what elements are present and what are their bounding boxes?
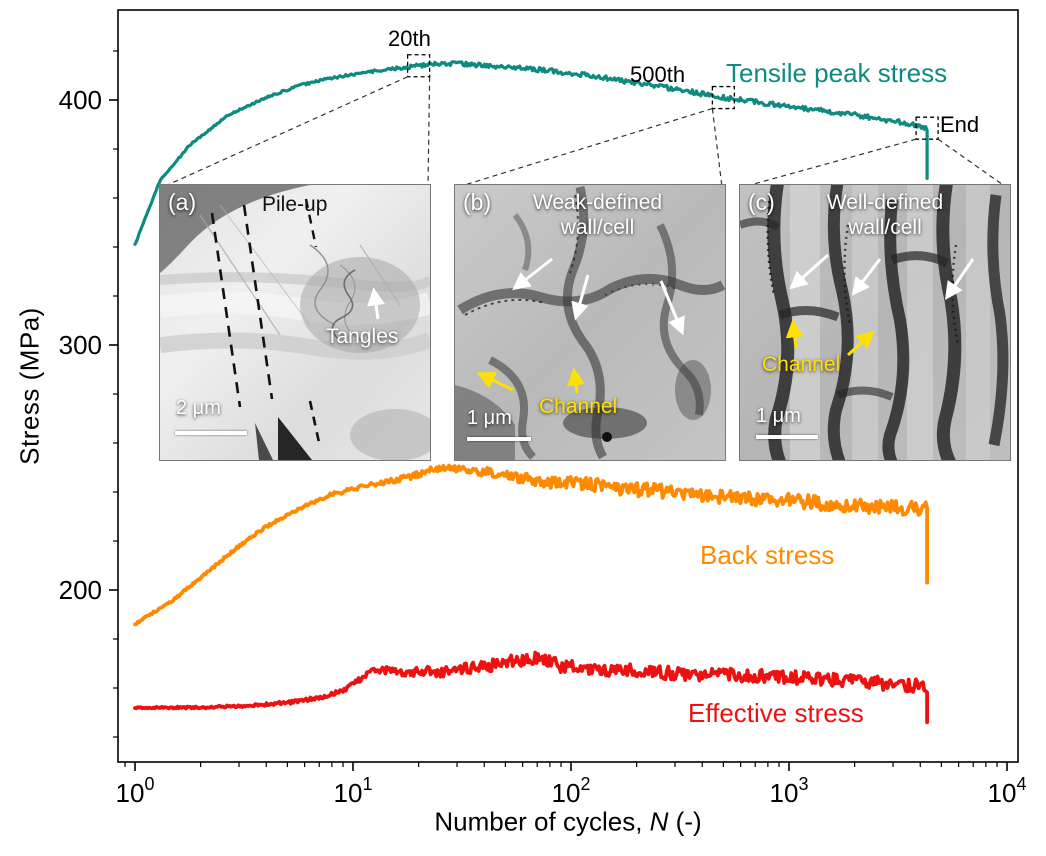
cycle-marker-box [915,116,939,140]
inset-a-scale-label: 2 μm [176,397,221,419]
inset-c-scale-bar [756,435,818,439]
inset-b-wall-label-line2: wall/cell [560,215,635,239]
inset-connector-line [937,138,1007,188]
inset-a-tangles-label: Tangles [326,325,399,348]
tangles-up-arrow-icon [367,287,385,320]
pileup-dashed-marks [210,198,322,448]
white-arrow-icon [571,274,590,321]
inset-connector-line [742,138,917,188]
inset-a-letter: (a) [168,189,197,215]
inset-b-scale-bar [467,437,531,441]
white-arrow-icon [512,257,553,291]
annotation-500th-label: 500th [630,62,686,87]
inset-c-wall-label-line1: Well-defined [826,191,944,214]
y-tick-label: 300 [59,330,102,360]
inset-a-scale-bar [175,431,247,435]
micrograph-texture [160,185,430,460]
inset-b-wall-label-line1: Weak-defined [532,191,663,214]
wall-cell-arrows [512,257,685,336]
x-axis-label: Number of cycles, N (-) [434,807,701,838]
series-curve-effective-stress [133,650,929,725]
inset-b-micrograph: (b) Weak-defined wall/cell Channel 1 μm [455,185,725,460]
x-axis-label-units: (-) [668,806,702,837]
inset-connector-line [711,108,723,188]
y-tick-label: 200 [59,575,102,605]
inset-a-micrograph: (a) Pile-up Tangles 2 μm [160,185,430,460]
inset-c-micrograph: (c) Well-defined wall/cell Channel 1 μm [740,185,1010,460]
micrograph-texture [740,185,1010,460]
x-tick-label: 100 [116,774,155,808]
inset-b-channel-label: Channel [539,395,618,418]
y-axis-label: Stress (MPa) [14,307,45,465]
inset-c-scale-label: 1 μm [756,405,801,427]
inset-connector-line [457,107,713,188]
annotation-20th-label: 20th [388,26,431,51]
inset-c-letter: (c) [748,189,775,215]
x-tick-label: 103 [770,774,809,808]
x-axis-label-variable: N [649,806,669,837]
wall-cell-arrows [789,253,975,300]
channel-arrows [476,367,585,394]
x-tick-label: 102 [552,774,591,808]
white-arrow-icon [851,258,882,296]
inset-b-texture [455,185,725,460]
inset-c-texture [740,185,1010,460]
yellow-arrow-icon [846,330,875,357]
inset-b-letter: (b) [463,189,492,215]
inset-c-wall-label: Well-defined wall/cell [795,191,975,241]
plot-frame [117,9,1019,763]
white-arrow-icon [659,280,685,336]
yellow-arrow-icon [785,319,804,349]
x-tick-label: 104 [988,774,1027,808]
inset-connector-line [427,76,431,188]
inset-a-pileup-label: Pile-up [262,193,328,216]
channel-arrows [785,319,875,357]
yellow-arrow-icon [476,372,514,392]
series-curve-tensile-peak-stress [133,60,929,246]
inset-c-wall-label-line2: wall/cell [848,215,922,239]
cycle-marker-box [711,85,736,110]
inset-c-channel-label: Channel [762,353,841,376]
series-curve-back-stress [133,463,929,627]
x-axis-label-text: Number of cycles, [434,806,650,837]
inset-a-texture [160,185,430,460]
inset-b-scale-label: 1 μm [467,407,512,429]
series-label-effective-stress: Effective stress [688,698,864,728]
x-tick-label: 101 [334,774,373,808]
annotation-end-label: End [940,112,980,137]
series-label-back-stress: Back stress [700,540,835,570]
inset-b-wall-label: Weak-defined wall/cell [505,191,690,241]
inset-connector-line [162,76,408,188]
cycle-marker-box [406,54,431,78]
y-tick-label: 400 [59,85,102,115]
series-label-tensile-peak-stress: Tensile peak stress [726,58,948,88]
white-arrow-icon [944,258,975,300]
white-arrow-icon [789,253,829,290]
yellow-arrow-icon [567,367,585,394]
